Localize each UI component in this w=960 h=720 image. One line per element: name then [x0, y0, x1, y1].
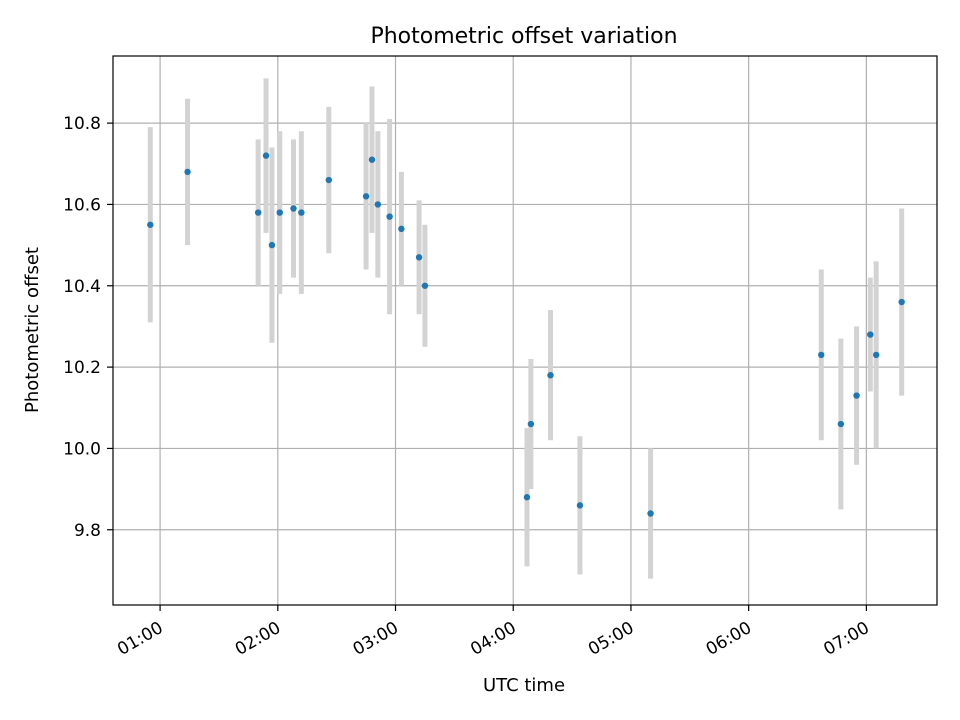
data-point: [867, 331, 874, 338]
data-point: [576, 502, 584, 509]
data-point: [147, 221, 154, 228]
y-tick-label: 10.8: [63, 114, 101, 134]
plot-frame: [112, 55, 938, 606]
data-point: [421, 282, 429, 289]
chart-title: Photometric offset variation: [370, 24, 677, 49]
y-tick-label: 10.0: [63, 439, 101, 459]
data-point: [362, 193, 370, 200]
data-point: [268, 241, 276, 249]
data-point: [898, 298, 905, 306]
data-point: [325, 176, 333, 184]
data-point: [398, 225, 405, 233]
data-point: [298, 209, 305, 216]
y-tick-label: 10.4: [63, 277, 101, 297]
y-axis-ticks: 9.8 10.0 10.2 10.4 10.6 10.8: [63, 114, 113, 541]
y-axis-label: Photometric offset: [22, 247, 43, 413]
data-point: [527, 420, 535, 428]
x-axis-label: UTC time: [483, 675, 565, 696]
y-tick-label: 10.6: [63, 195, 101, 215]
y-tick-label: 9.8: [74, 521, 101, 541]
data-point: [523, 494, 531, 501]
data-point: [262, 152, 270, 159]
data-point: [837, 420, 845, 428]
data-point: [415, 254, 423, 261]
data-point: [547, 372, 554, 379]
y-tick-label: 10.2: [63, 358, 101, 378]
data-point: [290, 205, 297, 212]
data-point: [853, 392, 860, 399]
data-point: [818, 351, 825, 359]
data-point: [386, 213, 393, 220]
data-point: [254, 209, 262, 216]
data-point: [276, 209, 283, 216]
data-point: [374, 201, 382, 208]
data-point: [368, 156, 376, 163]
data-points: [147, 152, 905, 517]
data-point: [872, 351, 880, 359]
data-point: [184, 168, 191, 176]
data-point: [647, 510, 654, 517]
